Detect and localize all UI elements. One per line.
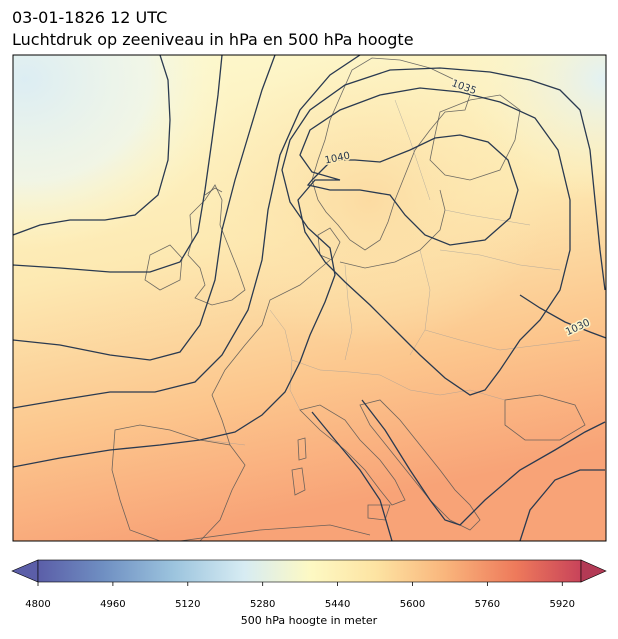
coastline-iberia [111,424,246,541]
isobar-1030 [13,67,606,468]
map-frame [12,54,607,542]
colorbar-ticks: 4800 4960 5120 5280 5440 5600 5760 5920 [25,582,575,610]
colorbar-extend-high [580,559,607,583]
border-alps [291,359,381,376]
isobar-1040 [306,134,519,246]
border-baltic-states [444,209,531,226]
border-scandinavia-inner [394,99,431,201]
coastline-finland [429,94,521,181]
colorbar-gradient [37,559,582,583]
isobar-curve-04 [13,55,361,409]
colorbar-tick-label: 4800 [25,599,50,610]
map-title-date: 03-01-1826 12 UTC [12,8,168,27]
coastline-sardinia [291,467,306,496]
coastline-sicily [367,504,391,521]
coastline-balkans [359,399,481,531]
coastline-denmark [317,227,341,261]
isobar-southeast-2 [311,411,393,541]
coastline-corsica [297,437,307,461]
coastline-black-sea [504,394,586,441]
isobar-curve-03 [13,55,276,361]
isobar-1030-east [519,294,606,339]
coastline-north-africa [179,524,371,541]
colorbar-tick-label: 5280 [250,599,275,610]
colorbar-tick-label: 5920 [550,599,575,610]
map-panel: 1035 1040 1030 [13,55,606,541]
isobar-east-edge [519,469,605,541]
coastline-great-britain [187,184,246,306]
coastline-italy [299,404,406,506]
isobar-curve-01 [13,55,171,236]
border-east-europe [424,329,581,351]
coastline-iceland-edge [204,187,223,196]
border-pyrenees [204,439,246,446]
colorbar-tick-label: 5600 [400,599,425,610]
coastline-france-lowlands [211,259,331,446]
colorbar-label: 500 hPa hoogte in meter [240,614,378,627]
isobars [13,55,606,541]
border-belarus [439,249,561,271]
border-balkans [379,374,506,401]
colorbar-tick-label: 4960 [100,599,125,610]
colorbar-tick-label: 5760 [475,599,500,610]
map-title-description: Luchtdruk op zeeniveau in hPa en 500 hPa… [12,30,414,49]
isobar-1035 [297,87,571,396]
border-poland-east [409,249,431,356]
coastline-ireland [144,244,183,291]
colorbar-tick-label: 5440 [325,599,350,610]
height-field-scandinavia [13,55,606,541]
colorbar-extend-low [11,559,39,583]
colorbar-tick-label: 5120 [175,599,200,610]
colorbar: 4800 4960 5120 5280 5440 5600 5760 5920 [11,559,607,610]
coastline-scandinavia [311,57,471,251]
isobar-1030-southeast [361,399,606,526]
isobar-curve-02 [13,55,223,273]
